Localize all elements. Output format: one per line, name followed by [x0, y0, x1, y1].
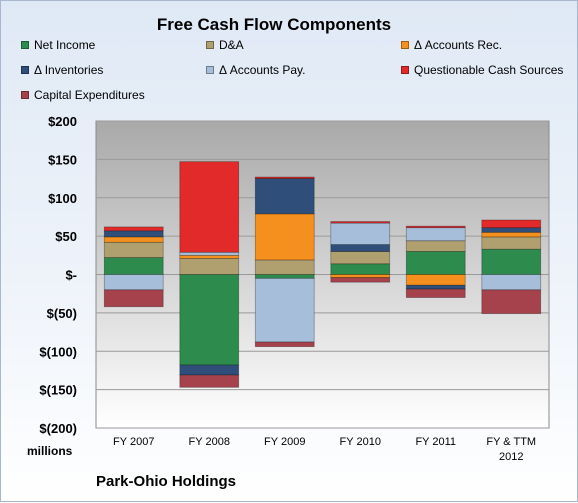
bar-segment: [481, 219, 542, 229]
legend-swatch: [21, 91, 29, 99]
bar-segment: [254, 274, 315, 279]
y-tick-label: $(200): [39, 421, 77, 436]
y-tick-label: $50: [55, 229, 77, 244]
y-tick-label: $100: [48, 191, 77, 206]
legend-swatch: [21, 66, 29, 74]
bar-segment: [405, 288, 466, 298]
bar-segment: [330, 222, 391, 245]
bar-segment: [330, 221, 391, 224]
bar-segment: [330, 251, 391, 265]
y-tick-label: $150: [48, 152, 77, 167]
bar-segment: [103, 241, 164, 259]
legend-label: Capital Expenditures: [34, 88, 145, 102]
bar-segment: [103, 274, 164, 291]
x-tick-label: 2012: [499, 451, 523, 463]
bar-segment: [330, 274, 391, 278]
y-tick-label: $200: [48, 114, 77, 129]
bar-segment: [405, 227, 466, 242]
bar-segment: [179, 257, 240, 275]
bar-segment: [405, 225, 466, 229]
legend-item: Questionable Cash Sources: [401, 63, 563, 77]
bar-segment: [254, 213, 315, 261]
legend-label: Δ Accounts Pay.: [219, 63, 306, 77]
bar-segment: [103, 236, 164, 243]
legend-item: Δ Accounts Rec.: [401, 38, 502, 52]
legend-label: D&A: [219, 38, 244, 52]
bar-segment: [254, 178, 315, 215]
bar-segment: [179, 374, 240, 388]
bar-segment: [330, 277, 391, 283]
legend-item: D&A: [206, 38, 244, 52]
x-tick-label: FY 2011: [415, 436, 456, 448]
bar-segment: [254, 259, 315, 275]
x-tick-label: FY 2008: [189, 436, 230, 448]
legend-swatch: [206, 66, 214, 74]
x-tick-label: FY 2009: [264, 436, 305, 448]
chart-title: Free Cash Flow Components: [156, 15, 392, 34]
company-name: Park-Ohio Holdings: [96, 473, 237, 490]
bar-segment: [481, 227, 542, 233]
bar-segment: [103, 289, 164, 308]
legend-item: Δ Inventories: [21, 63, 103, 77]
x-tick-label: FY 2007: [113, 436, 154, 448]
y-tick-label: $(50): [47, 306, 77, 321]
bar-segment: [405, 274, 466, 286]
legend-swatch: [206, 41, 214, 49]
legend-label: Questionable Cash Sources: [414, 63, 564, 77]
legend-swatch: [21, 41, 29, 49]
bar-segment: [179, 251, 240, 256]
bar-segment: [254, 277, 315, 343]
bar-segment: [254, 176, 315, 179]
bar-segment: [481, 236, 542, 250]
bar-segment: [405, 251, 466, 275]
bar-segment: [254, 341, 315, 348]
bar-segment: [179, 274, 240, 366]
bar-segment: [481, 231, 542, 238]
bar-segment: [103, 257, 164, 275]
legend-item: Δ Accounts Pay.: [206, 63, 306, 77]
legend-label: Δ Accounts Rec.: [414, 38, 503, 52]
x-tick-label: FY 2010: [340, 436, 381, 448]
legend-swatch: [401, 66, 409, 74]
units-label: millions: [27, 444, 73, 458]
chart-legend: Net Income D&A Δ Accounts Rec. Δ Inventorie…: [21, 38, 571, 108]
bar-segment: [481, 274, 542, 291]
legend-swatch: [401, 41, 409, 49]
bar-segment: [179, 364, 240, 376]
y-tick-label: $-: [65, 268, 77, 283]
bar-segment: [103, 230, 164, 238]
y-tick-label: $(100): [39, 344, 77, 359]
legend-item: Capital Expenditures: [21, 88, 145, 102]
bar-segment: [405, 240, 466, 252]
legend-label: Net Income: [34, 38, 96, 52]
bar-segment: [405, 284, 466, 290]
bar-segment: [179, 254, 240, 259]
bar-segment: [481, 289, 542, 315]
y-tick-label: $(150): [39, 383, 77, 398]
bar-segment: [103, 226, 164, 232]
legend-item: Net Income: [21, 38, 95, 52]
legend-label: Δ Inventories: [34, 63, 104, 77]
bar-segment: [179, 161, 240, 253]
bar-segment: [330, 263, 391, 275]
bar-segment: [330, 244, 391, 252]
x-tick-label: FY & TTM: [486, 436, 536, 448]
bar-segment: [481, 248, 542, 275]
